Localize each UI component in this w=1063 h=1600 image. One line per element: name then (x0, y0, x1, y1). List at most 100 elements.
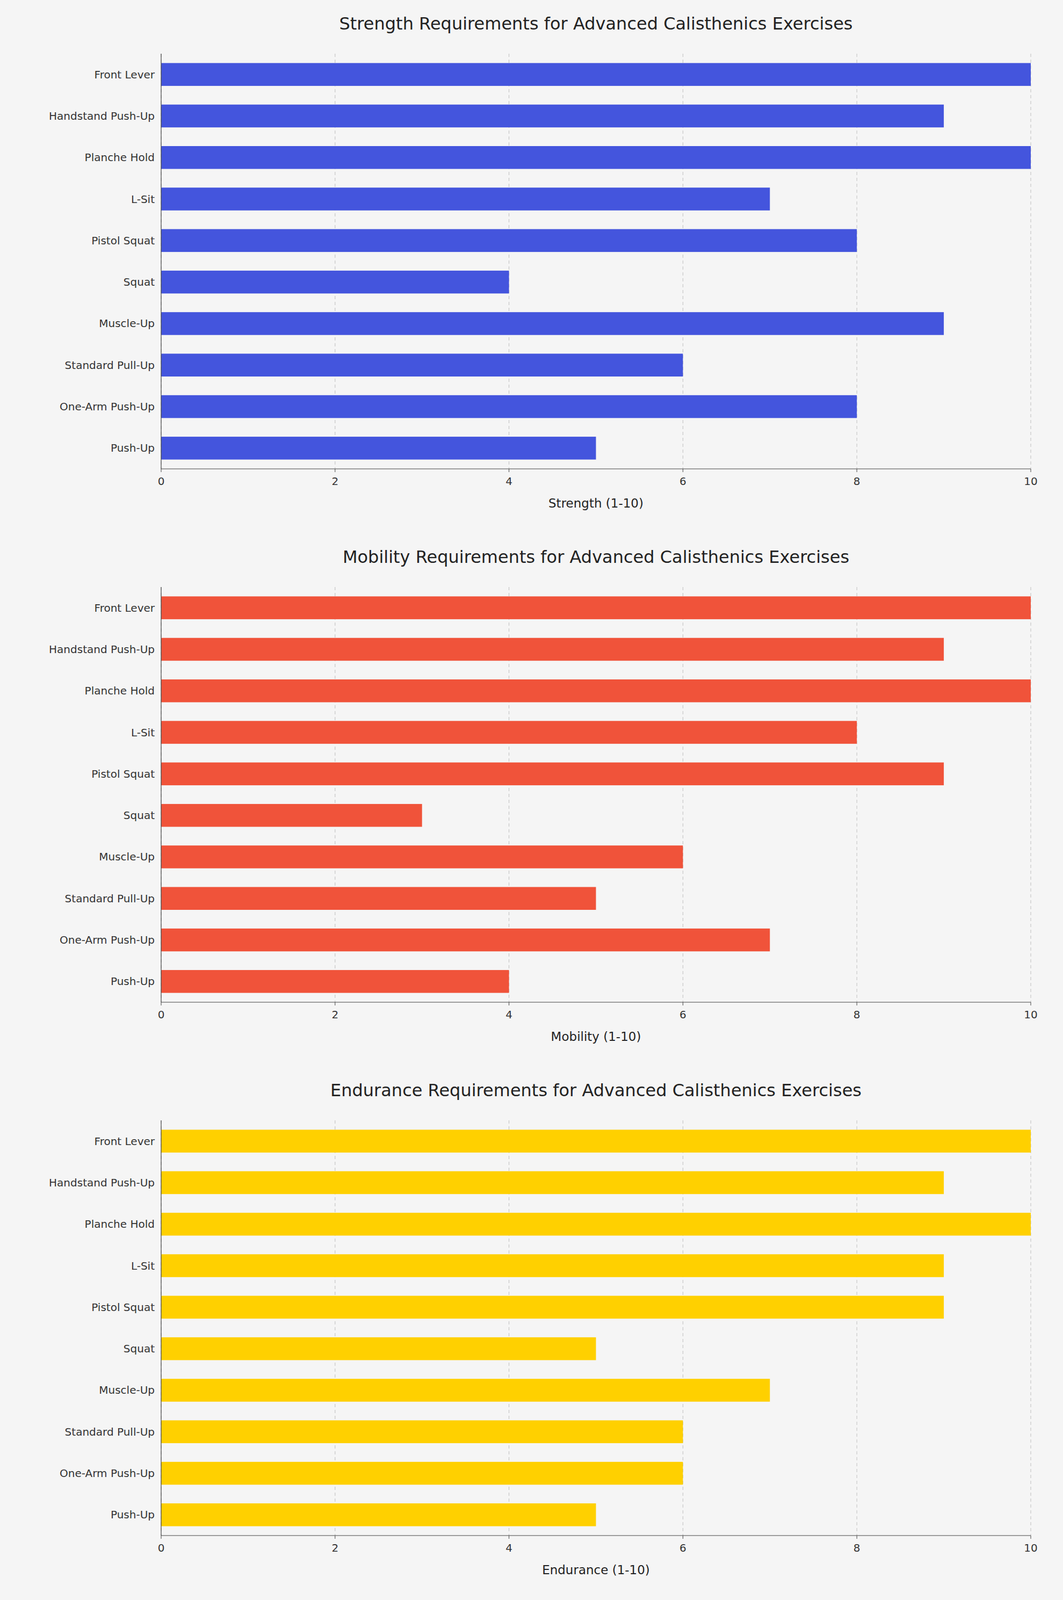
category-label: Handstand Push-Up (48, 109, 155, 123)
axis-line (161, 1001, 1031, 1003)
bar (161, 970, 510, 994)
bar (161, 229, 857, 253)
category-label: L-Sit (131, 726, 155, 740)
tick-mark (1030, 1002, 1032, 1006)
tick-mark (508, 1002, 510, 1006)
category-label: Muscle-Up (98, 316, 155, 330)
bar (161, 436, 597, 460)
tick-mark (1030, 468, 1032, 473)
title: Strength Requirements for Advanced Calis… (339, 13, 853, 34)
category-label: Standard Pull-Up (64, 358, 155, 372)
category-label: Standard Pull-Up (64, 1425, 155, 1439)
category-label: Handstand Push-Up (48, 1176, 155, 1190)
category-label: Planche Hold (84, 684, 155, 698)
bar (161, 1212, 1031, 1236)
tick-label: 6 (679, 1008, 687, 1022)
category-label: One-Arm Push-Up (59, 1466, 155, 1480)
category-label: Front Lever (94, 601, 156, 615)
category-label: Squat (123, 808, 155, 822)
panel: Strength Requirements for Advanced Calis… (48, 13, 1038, 511)
tick-label: 10 (1023, 1008, 1038, 1022)
category-label: One-Arm Push-Up (59, 400, 155, 414)
bar (161, 1254, 944, 1278)
figure: Strength Requirements for Advanced Calis… (0, 0, 1063, 1600)
bar (161, 1296, 944, 1320)
tick-mark (856, 1002, 858, 1006)
category-label: Muscle-Up (98, 850, 155, 864)
category-label: L-Sit (131, 192, 155, 206)
axis-line (161, 468, 1031, 469)
bar (161, 1462, 683, 1486)
grid-line (1030, 587, 1032, 1003)
tick-mark (334, 1002, 336, 1006)
tick-label: 2 (331, 1541, 339, 1555)
bar (161, 886, 597, 910)
title: Endurance Requirements for Advanced Cali… (330, 1080, 862, 1101)
category-label: Pistol Squat (91, 234, 155, 248)
bar (161, 928, 770, 952)
tick-mark (161, 1535, 162, 1539)
tick-mark (161, 1002, 162, 1006)
bar (161, 146, 1031, 170)
category-label: Pistol Squat (91, 1300, 155, 1314)
category-label: Planche Hold (84, 1217, 155, 1231)
tick-label: 4 (505, 1008, 513, 1022)
title: Mobility Requirements for Advanced Calis… (342, 546, 850, 568)
category-label: Standard Pull-Up (64, 892, 155, 906)
axis-label: Strength (1-10) (548, 496, 644, 511)
bar (161, 1503, 597, 1527)
tick-mark (334, 468, 336, 473)
category-label: Push-Up (110, 441, 155, 455)
category-label: Squat (123, 275, 155, 289)
category-label: Front Lever (94, 1134, 156, 1148)
tick-label: 2 (331, 474, 339, 488)
bar (161, 804, 423, 828)
grid-line (161, 1120, 162, 1536)
panel: Endurance Requirements for Advanced Cali… (48, 1080, 1038, 1578)
tick-label: 8 (853, 474, 861, 488)
grid-line (161, 587, 162, 1003)
bars (161, 596, 1031, 993)
tick-label: 4 (505, 474, 513, 488)
bar (161, 679, 1031, 703)
tick-label: 2 (331, 1008, 339, 1022)
bar (161, 312, 944, 336)
grid-line (161, 53, 162, 469)
tick-mark (334, 1535, 336, 1539)
tick-label: 8 (853, 1008, 861, 1022)
tick-label: 10 (1023, 474, 1038, 488)
tick-label: 0 (157, 1008, 165, 1022)
category-label: Handstand Push-Up (48, 642, 155, 656)
tick-label: 0 (157, 474, 165, 488)
tick-mark (856, 1535, 858, 1539)
grid-line (1030, 53, 1032, 469)
tick-mark (682, 1002, 684, 1006)
background (0, 0, 1063, 1600)
bar (161, 720, 857, 744)
bar (161, 638, 944, 662)
category-label: Front Lever (94, 68, 156, 82)
tick-mark (1030, 1535, 1032, 1539)
tick-mark (161, 468, 162, 473)
tick-label: 8 (853, 1541, 861, 1555)
axis-label: Mobility (1-10) (551, 1029, 642, 1044)
category-label: Push-Up (110, 974, 155, 988)
bar (161, 353, 683, 377)
grid-line (1030, 1120, 1032, 1536)
axis-line (160, 53, 162, 469)
tick-mark (682, 468, 684, 473)
axis-line (161, 1535, 1031, 1536)
bars (161, 62, 1031, 460)
category-label: Planche Hold (84, 150, 155, 164)
tick-label: 0 (157, 1541, 165, 1555)
category-label: Push-Up (110, 1508, 155, 1522)
bar (161, 1171, 944, 1195)
category-label: Pistol Squat (91, 767, 155, 781)
bar (161, 1420, 683, 1444)
bar (161, 1337, 597, 1361)
tick-label: 10 (1023, 1541, 1038, 1555)
tick-label: 6 (679, 1541, 687, 1555)
category-label: Muscle-Up (98, 1383, 155, 1397)
tick-mark (508, 468, 510, 473)
bars (161, 1129, 1031, 1527)
